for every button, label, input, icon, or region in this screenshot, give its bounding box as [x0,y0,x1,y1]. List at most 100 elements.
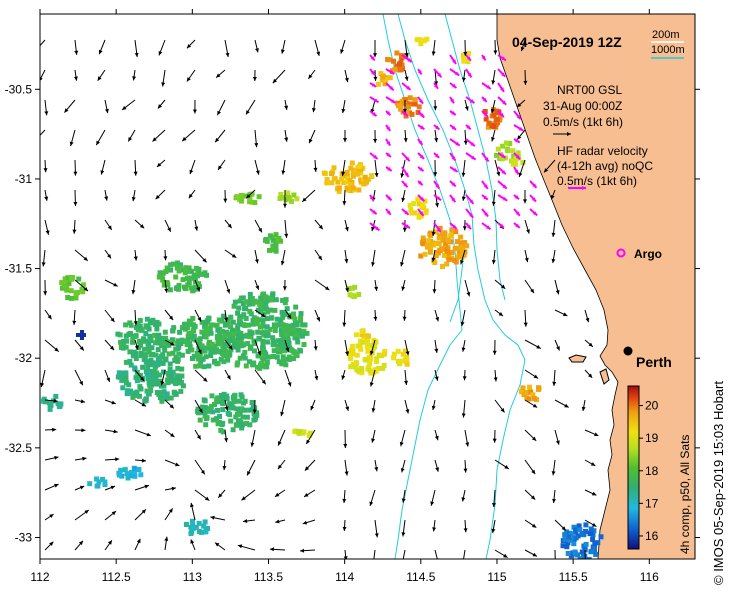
sst-pixel [221,359,227,365]
geostrophic-arrow [104,540,113,551]
sst-pixel [119,377,125,383]
geostrophic-arrow [434,459,440,472]
sst-pixel [148,378,154,384]
sst-pixel [148,357,154,363]
sst-pixel [443,241,449,247]
sst-pixel [137,318,143,323]
sst-pixel [138,350,144,356]
sst-pixel [397,67,403,73]
sst-pixel [590,536,596,542]
sst-pixel [304,330,310,336]
sst-pixel [296,328,302,334]
y-tick-label: -31 [15,172,33,186]
sst-pixel [293,304,299,310]
geostrophic-arrow [100,159,106,175]
sst-pixel [583,522,589,528]
geostrophic-arrow [373,69,378,81]
geostrophic-arrow [494,159,501,177]
geostrophic-arrow [374,519,379,538]
sst-pixel [197,352,203,358]
sst-pixel [375,366,381,371]
sst-pixel [164,265,170,271]
sst-pixel [279,338,285,344]
geostrophic-arrow [373,309,378,321]
sst-pixel [80,282,86,288]
sst-pixel [68,276,74,282]
hf-radar-arrow [401,208,410,216]
sst-pixel [73,295,79,301]
hf-radar-arrow [433,222,442,233]
nrt-title: NRT00 GSL [557,83,622,97]
sst-pixel [271,339,276,345]
sst-pixel [420,202,426,208]
sst-pixel [153,380,159,386]
hf-radar-arrow [385,110,392,116]
sst-pixel [170,328,176,334]
sst-pixel [221,397,227,403]
geostrophic-arrow [494,459,510,470]
sst-pixel [190,315,196,321]
geostrophic-arrow [254,159,260,175]
sst-pixel [422,251,428,257]
geostrophic-arrow [463,39,468,57]
geostrophic-arrow [584,339,594,348]
sst-pixel [143,338,149,344]
sst-pixel [137,323,143,329]
colorbar-tick-label: 17 [645,496,659,510]
geostrophic-arrow [104,309,115,323]
geostrophic-arrow [254,219,263,233]
sst-pixel [562,532,568,538]
hf-radar-arrow [481,180,489,190]
sst-pixel [179,352,185,358]
sst-pixel [358,346,364,352]
sst-pixel [64,285,70,291]
sst-pixel [212,358,217,364]
sst-pixel [237,411,243,417]
sst-pixel [240,295,246,301]
sst-pixel [396,103,402,109]
sst-pixel [400,351,406,357]
hf-radar-arrow [385,68,395,75]
sst-pixel [343,171,349,177]
geostrophic-arrow [74,279,89,292]
sst-pixel [238,320,243,326]
geostrophic-arrow [461,489,466,502]
hf-radar-arrow [385,208,392,216]
sst-pixel [168,267,174,273]
sst-pixel [195,273,200,279]
hf-subtitle: (4-12h avg) noQC [557,159,653,173]
sst-pixel [150,351,156,357]
geostrophic-arrow [402,309,407,321]
sst-pixel [576,523,582,529]
sst-pixel [214,397,220,403]
sst-pixel [122,467,128,473]
sst-pixel [215,341,221,347]
sst-pixel [278,327,284,333]
sst-pixel [498,154,504,160]
sst-pixel [362,180,368,186]
sst-pixel [100,476,106,482]
geostrophic-arrow [74,339,85,351]
geostrophic-arrow [104,429,118,434]
sst-pixel [440,264,445,269]
sst-pixel [449,250,455,255]
geostrophic-arrow [254,339,261,356]
sst-pixel [243,363,249,369]
sst-pixel [179,267,185,273]
sst-pixel [531,395,537,401]
sst-pixel [421,38,427,44]
sst-pixel [230,427,236,433]
sst-pixel [248,344,254,350]
y-axis: -30.5 -31 -31.5 -32 -32.5 -33 [5,82,700,544]
geostrophic-arrow [133,159,138,176]
sst-pixel [270,335,276,341]
geostrophic-arrow [64,99,76,113]
geostrophic-arrow [217,159,226,171]
geostrophic-arrow [524,429,537,442]
geostrophic-arrow [284,339,290,353]
sst-pixel [331,176,337,182]
sst-pixel [127,473,133,479]
island [568,354,587,363]
geostrophic-arrow [370,339,376,356]
sst-pixel [267,247,272,253]
